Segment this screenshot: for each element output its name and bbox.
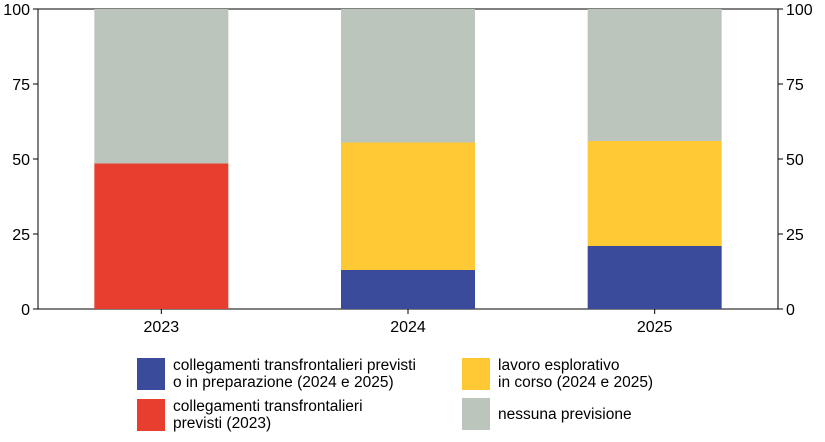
y-tick-label-left-25: 25: [12, 227, 30, 244]
y-tick-label-right-25: 25: [786, 227, 804, 244]
y-tick-label-right-0: 0: [786, 302, 795, 319]
x-tick-label-2024: 2024: [390, 319, 426, 336]
y-tick-label-right-50: 50: [786, 152, 804, 169]
bar-2025-series-0: [587, 246, 722, 309]
y-tick-label-right-100: 100: [786, 2, 813, 19]
bar-2024-series-3: [341, 9, 475, 143]
y-tick-label-left-100: 100: [3, 2, 30, 19]
bar-2025-series-2: [587, 141, 722, 246]
bar-2024-series-2: [341, 142, 475, 270]
bar-2023-series-1: [94, 163, 229, 309]
y-axis-right: 0 25 50 75 100: [778, 2, 813, 319]
x-axis: 2023 2024 2025: [144, 309, 673, 336]
y-axis-left: 0 25 50 75 100: [3, 2, 38, 319]
bar-2023-series-3: [94, 9, 229, 164]
x-tick-label-2025: 2025: [637, 319, 673, 336]
bars-group: [94, 9, 722, 309]
x-tick-label-2023: 2023: [144, 319, 180, 336]
bar-2025-series-3: [587, 9, 722, 141]
y-tick-label-left-0: 0: [21, 302, 30, 319]
bar-2024-series-0: [341, 270, 475, 309]
y-tick-label-left-50: 50: [12, 152, 30, 169]
y-tick-label-left-75: 75: [12, 77, 30, 94]
y-tick-label-right-75: 75: [786, 77, 804, 94]
